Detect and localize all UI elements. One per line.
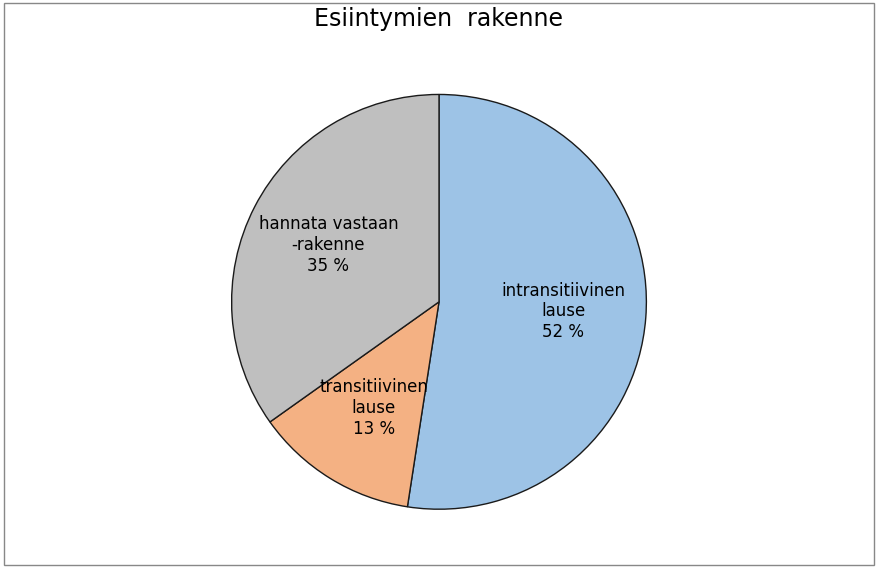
Wedge shape	[232, 94, 438, 422]
Title: Esiintymien  rakenne: Esiintymien rakenne	[314, 7, 563, 31]
Text: intransitiivinen
lause
52 %: intransitiivinen lause 52 %	[501, 282, 624, 341]
Text: transitiivinen
lause
13 %: transitiivinen lause 13 %	[319, 378, 428, 437]
Wedge shape	[269, 302, 438, 507]
Text: hannata vastaan
-rakenne
35 %: hannata vastaan -rakenne 35 %	[259, 215, 398, 274]
Wedge shape	[407, 94, 645, 509]
